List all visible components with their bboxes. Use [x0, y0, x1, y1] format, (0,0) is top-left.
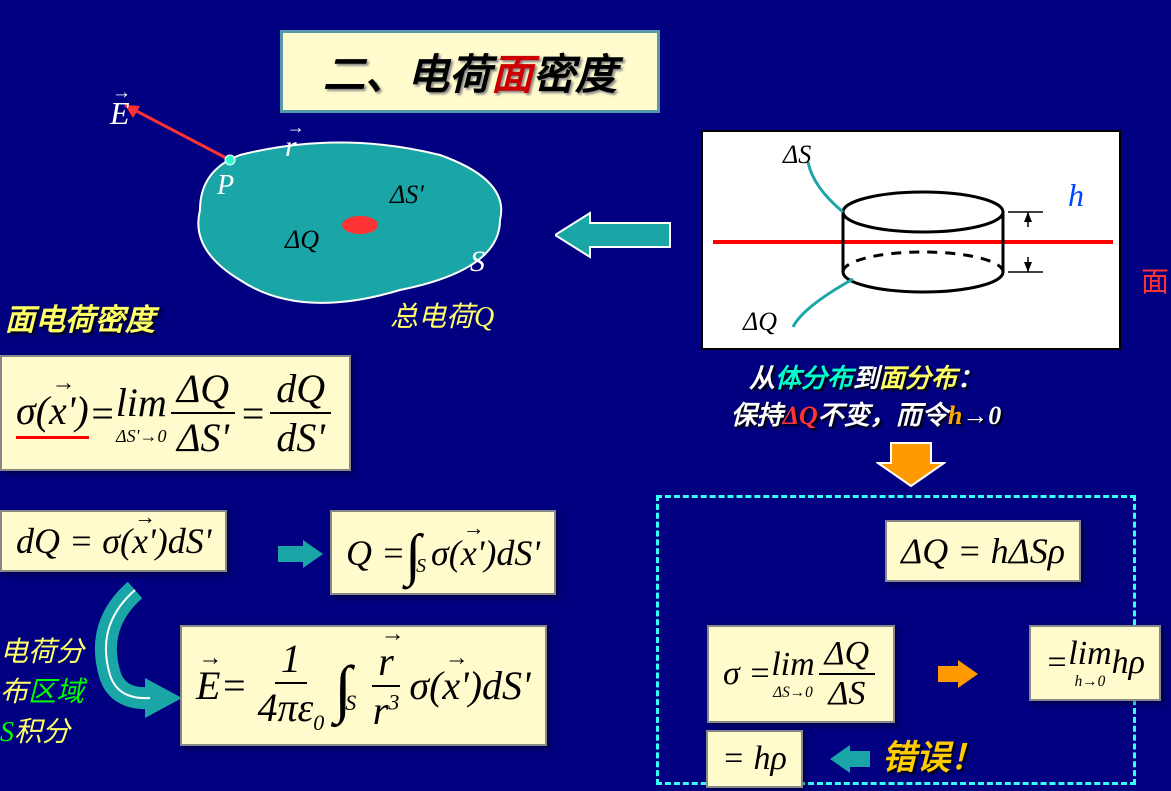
down-arrow	[876, 438, 946, 493]
eq1-eq2: =	[239, 390, 266, 437]
label-h: h	[1068, 177, 1084, 214]
eq8-text: = hρ	[722, 740, 787, 778]
eq4-den1: 4πε0	[251, 684, 330, 736]
eq-E-field: E = 1 4πε0 ∫S r r3 σ(x')dS'	[180, 625, 547, 746]
caption: 从体分布到面分布： 保持ΔQ不变，而令h→0	[676, 358, 1056, 432]
st3b: 积分	[14, 717, 70, 748]
arrow-3	[830, 745, 870, 773]
title-prefix: 二、电荷	[323, 53, 491, 99]
cap2e: →0	[962, 401, 1001, 430]
eq4-E: E	[196, 662, 220, 709]
eq7-limsub: h→0	[1075, 673, 1106, 691]
eq1-den2: dS'	[270, 414, 331, 461]
surface-diagram: E r P ΔS' ΔQ S 总电荷Q	[100, 100, 550, 330]
eq-sigma-def: σ(x') = lim ΔS'→0 ΔQ ΔS' = dQ dS'	[0, 355, 351, 471]
cap1c: 到	[853, 364, 879, 393]
eq-Q-integral: Q = ∫S σ(x')dS'	[330, 510, 556, 595]
eq-deltaQ: ΔQ = hΔSρ	[885, 520, 1081, 582]
eq1-num2: dQ	[270, 365, 331, 414]
label-dS: ΔS'	[390, 180, 424, 210]
st2b: 区域	[28, 677, 84, 708]
error-text: 错误！	[882, 730, 984, 779]
eq6-den: ΔS	[822, 675, 871, 713]
eq-lim-h: = lim h→0 hρ	[1029, 625, 1161, 701]
eq4-sub: S	[345, 690, 356, 716]
cap2b: ΔQ	[783, 401, 818, 430]
eq7-rest: hρ	[1112, 644, 1145, 682]
title-suffix: 密度	[533, 53, 617, 99]
eq1-limsub: ΔS'→0	[116, 426, 166, 447]
st3a: S	[0, 717, 14, 748]
label-E: E	[110, 95, 130, 132]
label-DQ2: ΔQ	[743, 307, 777, 337]
big-arrow-left	[555, 210, 675, 260]
eq6-limsub: ΔS→0	[773, 684, 813, 702]
arrow-2	[938, 660, 978, 688]
cap2d: h	[948, 401, 962, 430]
st2a: 布	[0, 677, 28, 708]
eq4-num1: 1	[275, 635, 307, 684]
label-dQ: ΔQ	[285, 225, 319, 255]
eq6-num: ΔQ	[819, 635, 876, 675]
arrow-1	[278, 540, 323, 568]
title-highlight: 面	[491, 53, 533, 99]
label-P: P	[217, 170, 234, 202]
eq-sigma-lim: σ = lim ΔS→0 ΔQ ΔS	[707, 625, 895, 723]
eq6-lim: lim	[771, 646, 814, 684]
label-DS: ΔS	[783, 140, 811, 170]
eq-dQ: dQ = σ(x')dS'	[0, 510, 227, 572]
eq3-rest: σ(x')dS'	[431, 532, 540, 574]
eq1-eq: =	[89, 390, 116, 437]
eq7-lim: lim	[1068, 635, 1111, 673]
eq1-lhs: σ(x')	[16, 387, 89, 439]
cap1d: 面分布	[879, 364, 957, 393]
eq4-rden: r3	[367, 687, 406, 734]
cap2c: 不变，而令	[818, 401, 948, 430]
eq-hrho: = hρ	[706, 730, 803, 788]
eq1-num: ΔQ	[171, 365, 235, 414]
eq3-sub: S	[416, 555, 426, 578]
eq4-rest: σ(x')dS'	[409, 662, 530, 709]
eq1-den: ΔS'	[171, 414, 235, 461]
cap1b: 体分布	[775, 364, 853, 393]
eq5-text: ΔQ = hΔSρ	[901, 530, 1065, 572]
st1: 电荷分	[0, 630, 84, 670]
cap2a: 保持	[731, 401, 783, 430]
label-totalQ: 总电荷Q	[390, 295, 494, 335]
cap1a: 从	[749, 364, 775, 393]
label-r: r	[285, 130, 297, 164]
cap1e: ：	[957, 364, 983, 393]
eq1-lim: lim	[116, 379, 167, 426]
eq4-eq: =	[220, 662, 247, 709]
eq6-sigma: σ =	[723, 655, 771, 693]
label-face: 面	[1141, 260, 1169, 300]
side-text: 电荷分 布区域 S积分	[0, 630, 84, 750]
cylinder-diagram: ΔS ΔQ h 面	[701, 130, 1121, 350]
label-S: S	[470, 245, 485, 279]
eq7-eq: =	[1045, 644, 1068, 682]
eq4-rnum: r	[378, 638, 394, 685]
sigma-label: 面电荷密度	[5, 295, 155, 339]
curved-arrow	[90, 580, 180, 700]
eq3-Q: Q =	[346, 532, 405, 574]
